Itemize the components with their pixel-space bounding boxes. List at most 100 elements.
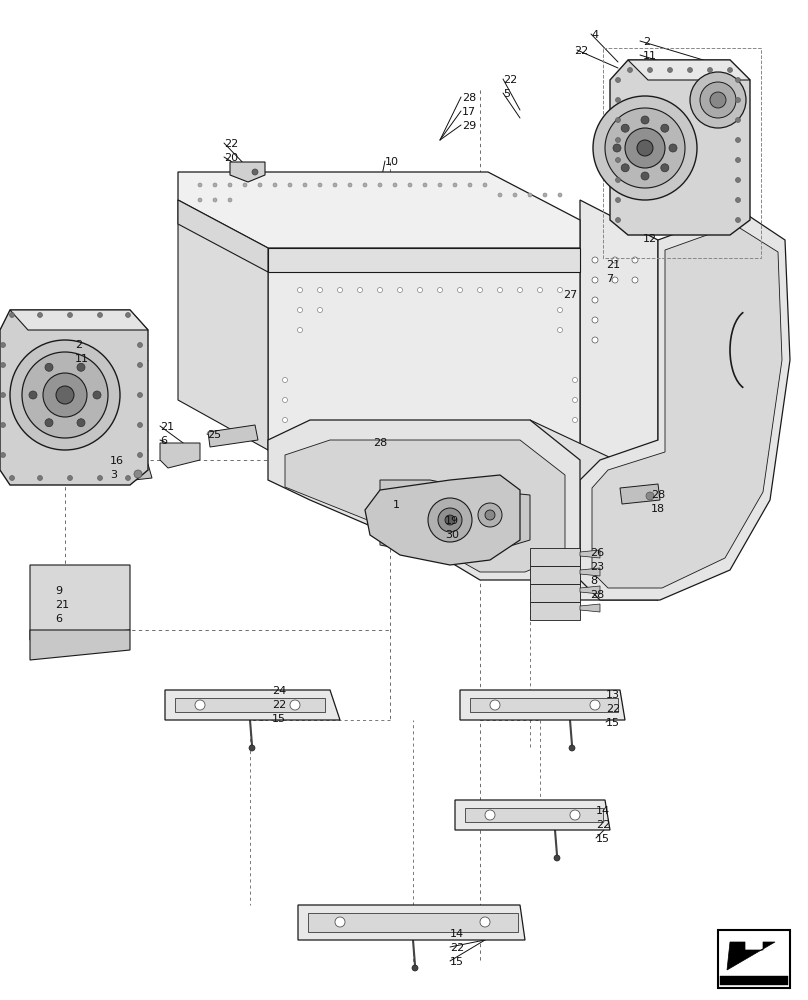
Circle shape	[273, 183, 277, 187]
Circle shape	[77, 363, 85, 371]
Circle shape	[1, 422, 6, 428]
Circle shape	[318, 288, 322, 292]
Circle shape	[453, 183, 457, 187]
Circle shape	[735, 117, 740, 122]
Circle shape	[735, 78, 740, 83]
Circle shape	[77, 419, 85, 427]
Circle shape	[37, 476, 43, 481]
Circle shape	[688, 68, 692, 73]
Circle shape	[735, 218, 740, 223]
Circle shape	[661, 164, 669, 172]
Bar	[720, 976, 788, 985]
Text: 29: 29	[462, 121, 476, 131]
Circle shape	[647, 68, 653, 73]
Circle shape	[537, 288, 542, 292]
Polygon shape	[380, 480, 530, 555]
Text: 20: 20	[224, 153, 238, 163]
Circle shape	[569, 745, 575, 751]
Text: 6: 6	[55, 614, 62, 624]
Polygon shape	[455, 800, 610, 830]
Polygon shape	[178, 172, 580, 248]
Circle shape	[195, 700, 205, 710]
Text: 15: 15	[606, 718, 620, 728]
Circle shape	[480, 917, 490, 927]
Text: 17: 17	[462, 107, 476, 117]
Circle shape	[297, 288, 302, 292]
Circle shape	[68, 476, 73, 481]
Circle shape	[37, 312, 43, 318]
Circle shape	[43, 373, 87, 417]
Text: 23: 23	[590, 562, 604, 572]
Circle shape	[457, 288, 462, 292]
Circle shape	[412, 965, 418, 971]
Text: 9: 9	[55, 586, 62, 596]
Circle shape	[528, 193, 532, 197]
Circle shape	[616, 137, 621, 142]
Circle shape	[612, 257, 618, 263]
Text: 22: 22	[503, 75, 517, 85]
Polygon shape	[268, 248, 580, 272]
Circle shape	[616, 218, 621, 223]
Circle shape	[10, 312, 15, 318]
Polygon shape	[530, 548, 580, 566]
Text: 4: 4	[591, 30, 598, 40]
Polygon shape	[365, 475, 520, 565]
Polygon shape	[285, 440, 565, 572]
Bar	[718, 930, 790, 988]
Circle shape	[498, 193, 502, 197]
Circle shape	[243, 183, 247, 187]
Circle shape	[490, 700, 500, 710]
Circle shape	[335, 917, 345, 927]
Polygon shape	[268, 420, 580, 580]
Circle shape	[423, 183, 427, 187]
Circle shape	[592, 257, 598, 263]
Text: 3: 3	[110, 470, 117, 480]
Circle shape	[22, 352, 108, 438]
Circle shape	[445, 515, 455, 525]
Circle shape	[357, 288, 363, 292]
Circle shape	[593, 96, 697, 200]
Polygon shape	[460, 690, 625, 720]
Circle shape	[1, 342, 6, 348]
Circle shape	[554, 855, 560, 861]
Circle shape	[137, 452, 142, 458]
Polygon shape	[727, 942, 775, 970]
Circle shape	[290, 700, 300, 710]
Circle shape	[661, 124, 669, 132]
Circle shape	[628, 68, 633, 73]
Polygon shape	[580, 568, 600, 576]
Circle shape	[98, 476, 103, 481]
Polygon shape	[620, 484, 660, 504]
Polygon shape	[580, 586, 600, 594]
Circle shape	[98, 312, 103, 318]
Circle shape	[213, 183, 217, 187]
Circle shape	[318, 308, 322, 312]
Circle shape	[258, 183, 262, 187]
Text: 25: 25	[207, 430, 221, 440]
Circle shape	[249, 745, 255, 751]
Text: 24: 24	[272, 686, 286, 696]
Circle shape	[283, 377, 288, 382]
Text: 19: 19	[445, 516, 459, 526]
Text: 1: 1	[393, 500, 400, 510]
Circle shape	[558, 193, 562, 197]
Circle shape	[573, 397, 578, 402]
Circle shape	[1, 452, 6, 458]
Circle shape	[408, 183, 412, 187]
Text: 27: 27	[563, 290, 577, 300]
Circle shape	[573, 377, 578, 382]
Circle shape	[558, 308, 562, 312]
Circle shape	[93, 391, 101, 399]
Circle shape	[646, 492, 654, 500]
Circle shape	[338, 288, 343, 292]
Circle shape	[303, 183, 307, 187]
Circle shape	[198, 183, 202, 187]
Polygon shape	[30, 630, 130, 660]
Circle shape	[621, 124, 629, 132]
Text: 21: 21	[606, 260, 620, 270]
Circle shape	[437, 288, 443, 292]
Circle shape	[363, 183, 367, 187]
Circle shape	[10, 476, 15, 481]
Text: 5: 5	[503, 89, 510, 99]
Text: 22: 22	[224, 139, 238, 149]
